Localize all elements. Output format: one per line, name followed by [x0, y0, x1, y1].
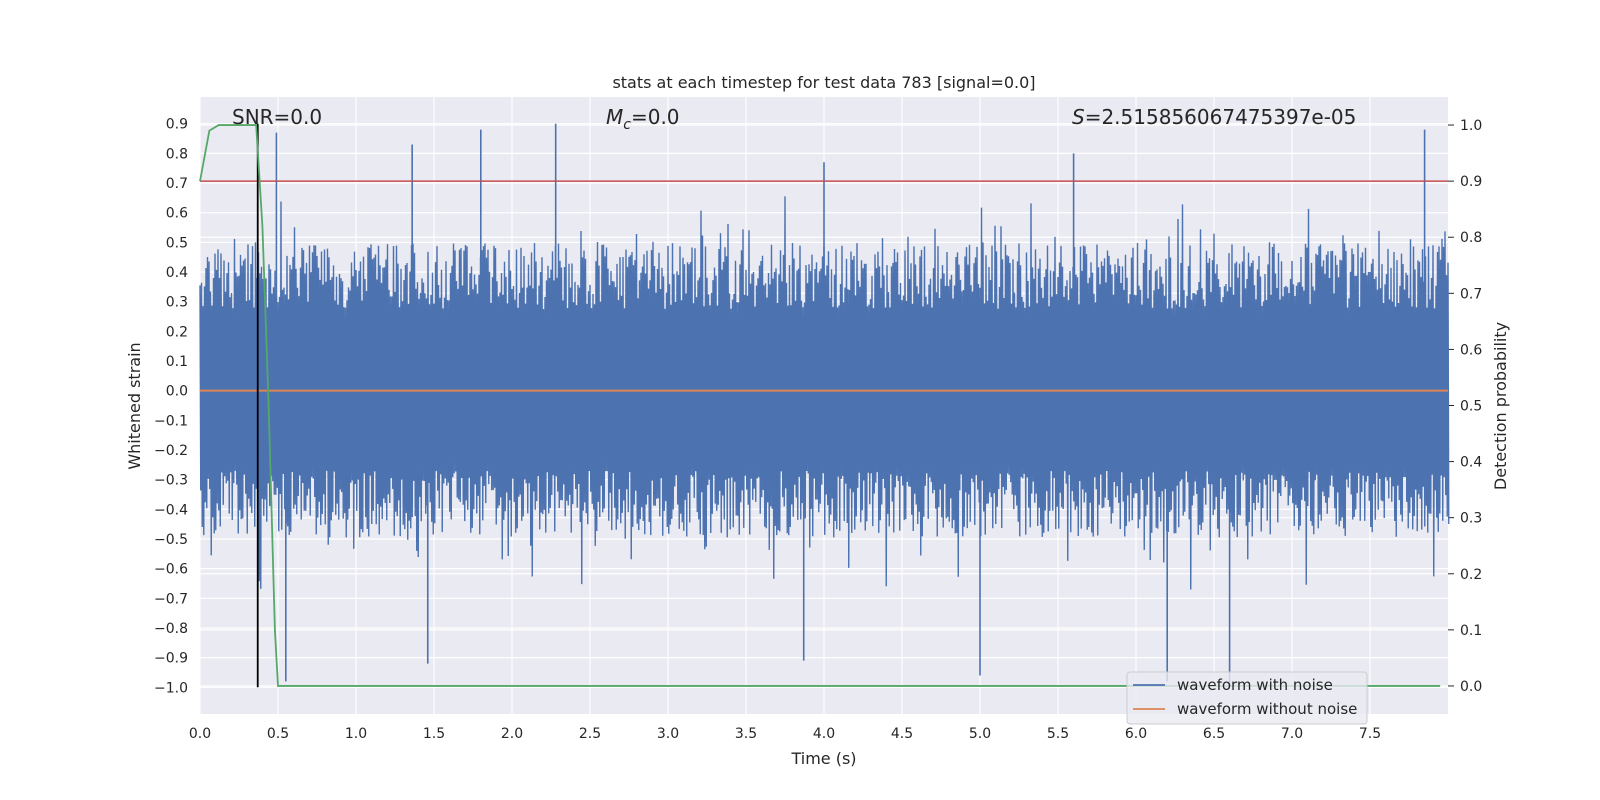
- annotation-s-symbol: S: [1072, 105, 1085, 129]
- y-right-tick-label: 0.7: [1460, 286, 1482, 302]
- y-right-tick-label: 0.1: [1460, 623, 1482, 639]
- y-tick-label: −0.4: [154, 502, 188, 518]
- y-tick-label: −0.2: [154, 443, 188, 459]
- y-tick-label: 0.5: [166, 235, 188, 251]
- x-axis-label: Time (s): [790, 749, 856, 768]
- x-tick-label: 3.5: [735, 726, 757, 742]
- x-tick-label: 7.5: [1359, 726, 1381, 742]
- y-right-tick-label: 0.0: [1460, 679, 1482, 695]
- legend: waveform with noise waveform without noi…: [1126, 671, 1368, 725]
- x-tick-label: 1.5: [423, 726, 445, 742]
- y-tick-label: −0.9: [154, 651, 188, 667]
- chart-title: stats at each timestep for test data 783…: [612, 73, 1035, 92]
- y-right-tick-label: 0.2: [1460, 567, 1482, 583]
- annotation-s-value: =2.515856067475397e-05: [1085, 105, 1357, 129]
- annotation-snr: SNR=0.0: [232, 105, 322, 129]
- annotation-s: S=2.515856067475397e-05: [1072, 105, 1356, 129]
- y-right-tick-label: 1.0: [1460, 118, 1482, 134]
- x-tick-label: 4.0: [813, 726, 835, 742]
- annotation-chirp-mass: Mc=0.0: [606, 105, 680, 133]
- y-tick-label: −0.1: [154, 413, 188, 429]
- annotation-mc-symbol: M: [606, 105, 623, 129]
- y-right-tick-label: 0.6: [1460, 342, 1482, 358]
- series-detection-probability: [199, 124, 1441, 687]
- legend-box: [1126, 671, 1368, 725]
- y-right-tick-label: 0.5: [1460, 399, 1482, 415]
- y-right-tick-label: 0.4: [1460, 455, 1482, 471]
- y-tick-label: 0.8: [166, 146, 188, 162]
- y-tick-label: −1.0: [154, 680, 188, 696]
- x-tick-label: 4.5: [891, 726, 913, 742]
- annotation-mc-subscript: c: [623, 117, 631, 133]
- y-tick-label: 0.3: [166, 295, 188, 311]
- annotation-mc-value: =0.0: [631, 105, 680, 129]
- y-axis-right-ticks: 1.0 0.9 0.8 0.7 0.6 0.5 0.4 0.3 0.2 0.1 0.0: [1448, 118, 1482, 695]
- y-right-tick-label: 0.9: [1460, 174, 1482, 190]
- y-tick-label: 0.0: [166, 384, 188, 400]
- x-tick-label: 2.5: [579, 726, 601, 742]
- y-tick-label: −0.6: [154, 562, 188, 578]
- y-tick-label: −0.8: [154, 621, 188, 637]
- y-axis-ticks: 0.9 0.8 0.7 0.6 0.5 0.4 0.3 0.2 0.1 0.0 −0.1 −0.2 −0…: [154, 117, 188, 697]
- y-tick-label: 0.1: [166, 354, 188, 370]
- y-tick-label: 0.7: [166, 176, 188, 192]
- y-tick-label: 0.4: [166, 265, 188, 281]
- y-right-tick-label: 0.3: [1460, 511, 1482, 527]
- y-tick-label: 0.6: [166, 206, 188, 222]
- x-tick-label: 1.0: [345, 726, 367, 742]
- x-tick-label: 2.0: [501, 726, 523, 742]
- x-tick-label: 5.0: [969, 726, 991, 742]
- y-tick-label: −0.5: [154, 532, 188, 548]
- x-tick-label: 0.5: [267, 726, 289, 742]
- y-tick-label: −0.7: [154, 591, 188, 607]
- x-tick-label: 3.0: [657, 726, 679, 742]
- y-tick-label: 0.2: [166, 324, 188, 340]
- legend-label-waveform-with-noise: waveform with noise: [1177, 676, 1333, 694]
- x-tick-label: 5.5: [1047, 726, 1069, 742]
- y-axis-right-label: Detection probability: [1491, 322, 1510, 490]
- x-tick-label: 6.5: [1203, 726, 1225, 742]
- y-tick-label: 0.9: [166, 117, 188, 133]
- legend-label-waveform-without-noise: waveform without noise: [1177, 700, 1357, 718]
- x-tick-label: 7.0: [1281, 726, 1303, 742]
- x-tick-label: 6.0: [1125, 726, 1147, 742]
- x-axis-ticks: 0.0 0.5 1.0 1.5 2.0 2.5 3.0 3.5 4.0 4.5 5.0 5.5 6.0 6…: [189, 726, 1381, 742]
- series-waveform-with-noise: [199, 123, 1450, 688]
- y-axis-label: Whitened strain: [125, 342, 144, 469]
- y-tick-label: −0.3: [154, 473, 188, 489]
- x-tick-label: 0.0: [189, 726, 211, 742]
- y-right-tick-label: 0.8: [1460, 230, 1482, 246]
